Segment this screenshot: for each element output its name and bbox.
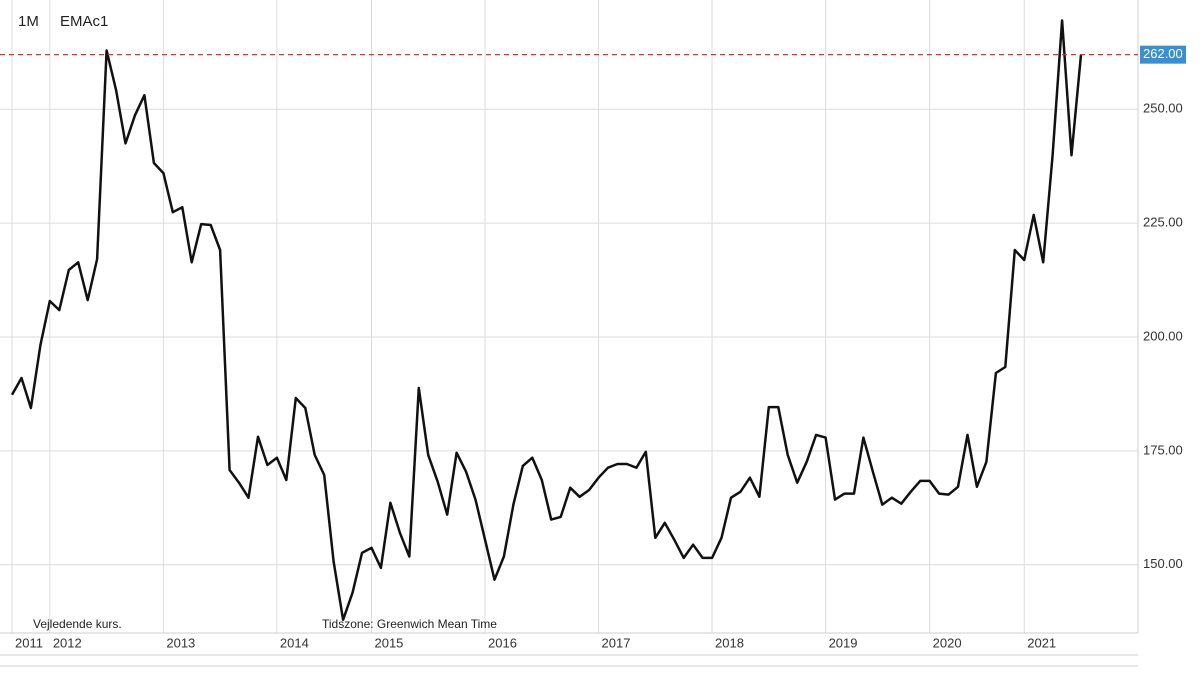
y-tick-label: 175.00 bbox=[1143, 442, 1183, 457]
x-tick-label: 2014 bbox=[280, 635, 309, 650]
last-price-label: 262.00 bbox=[1143, 46, 1183, 61]
annotation: Tidszone: Greenwich Mean Time bbox=[322, 617, 497, 631]
x-tick-label: 2021 bbox=[1027, 635, 1056, 650]
y-tick-label: 200.00 bbox=[1143, 328, 1183, 343]
last-price-box bbox=[1140, 45, 1186, 64]
x-tick-label: 2016 bbox=[488, 635, 517, 650]
x-tick-label: 2012 bbox=[53, 635, 82, 650]
x-tick-label: 2013 bbox=[166, 635, 195, 650]
annotation: Vejledende kurs. bbox=[33, 617, 122, 631]
y-tick-label: 225.00 bbox=[1143, 215, 1183, 230]
price-line bbox=[10, 19, 1083, 622]
annotation: 1M bbox=[18, 13, 39, 30]
annotation: EMAc1 bbox=[60, 13, 108, 30]
y-tick-label: 250.00 bbox=[1143, 101, 1183, 116]
y-tick-label: 150.00 bbox=[1143, 556, 1183, 571]
x-tick-label: 2017 bbox=[602, 635, 631, 650]
x-tick-label: 2015 bbox=[374, 635, 403, 650]
x-tick-label: 2020 bbox=[933, 635, 962, 650]
x-tick-label: 2018 bbox=[715, 635, 744, 650]
x-tick-label: 2019 bbox=[829, 635, 858, 650]
x-tick-label: 2011 bbox=[15, 635, 43, 650]
